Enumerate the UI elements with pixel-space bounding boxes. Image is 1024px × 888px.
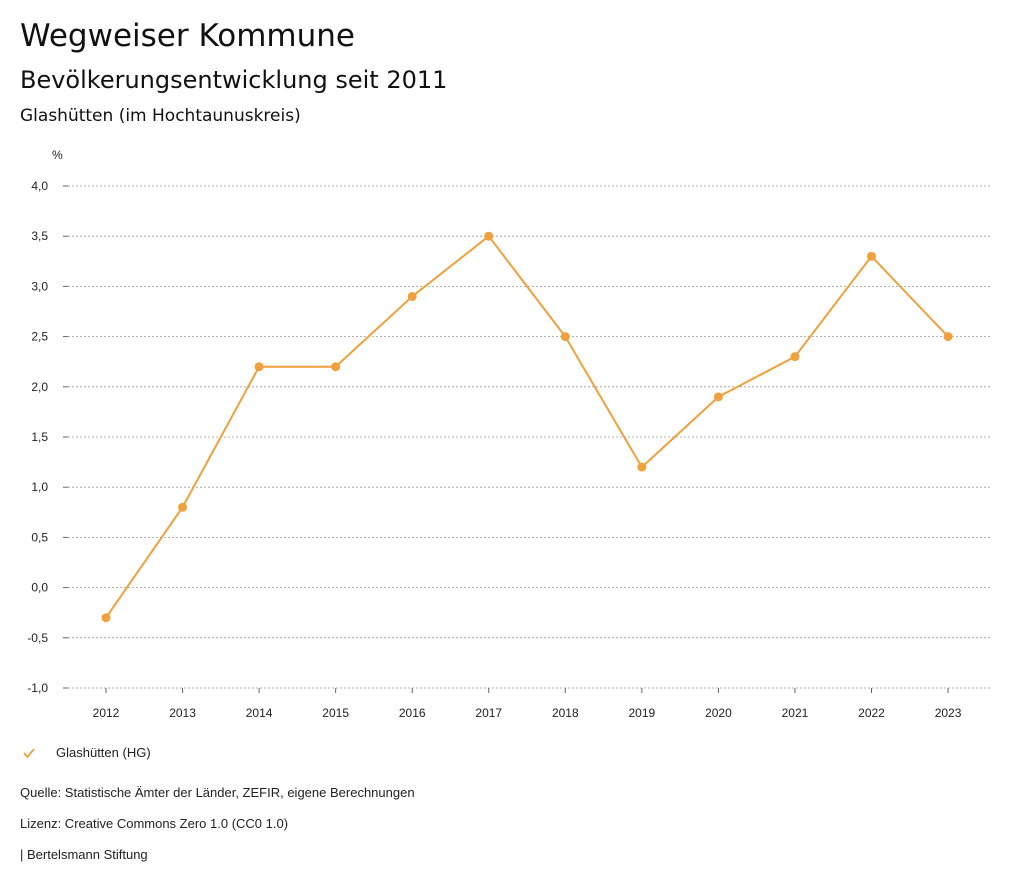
- x-tick-label: 2015: [322, 706, 349, 720]
- data-point: [407, 291, 417, 301]
- y-tick-label: 2,5: [31, 330, 48, 344]
- y-tick-label: 1,0: [31, 480, 48, 494]
- line-chart: % 4,0 3,5 3,0 2,5 2,0 1,5 1,0 0,5 0,0 -0,5 -1,0 2012…: [27, 148, 990, 720]
- x-tick-label: 2016: [399, 706, 426, 720]
- license-note: Lizenz: Creative Commons Zero 1.0 (CC0 1…: [20, 816, 289, 831]
- x-tick-label: 2017: [475, 706, 502, 720]
- data-point: [560, 332, 570, 342]
- legend-label: Glashütten (HG): [56, 745, 151, 760]
- data-point: [943, 332, 953, 342]
- source-note: Quelle: Statistische Ämter der Länder, Z…: [20, 785, 415, 800]
- legend[interactable]: Glashütten (HG): [22, 743, 151, 763]
- x-tick-label: 2020: [705, 706, 732, 720]
- x-tick-label: 2019: [628, 706, 655, 720]
- y-tick-label: 2,0: [31, 380, 48, 394]
- data-point: [713, 392, 723, 402]
- y-tick-label: 3,5: [31, 229, 48, 243]
- data-point: [101, 613, 111, 623]
- y-axis-unit-label: %: [52, 148, 63, 162]
- x-tick-label: 2018: [552, 706, 579, 720]
- y-tick-label: 1,5: [31, 430, 48, 444]
- x-tick-label: 2013: [169, 706, 196, 720]
- y-tick-label: 4,0: [31, 179, 48, 193]
- series-line: [105, 235, 949, 619]
- y-tick-label: 0,5: [31, 530, 48, 544]
- x-tick-label: 2022: [858, 706, 885, 720]
- y-tick-label: 0,0: [31, 581, 48, 595]
- data-point: [331, 362, 341, 372]
- legend-check-icon: [23, 748, 35, 759]
- y-tick-label: -0,5: [27, 631, 48, 645]
- region-label: Glashütten (im Hochtaunuskreis): [20, 106, 301, 126]
- chart-subtitle: Bevölkerungsentwicklung seit 2011: [20, 66, 448, 94]
- y-tick-label: -1,0: [27, 681, 48, 695]
- data-point: [637, 462, 647, 472]
- data-point: [790, 352, 800, 362]
- y-tick-label: 3,0: [31, 279, 48, 293]
- x-tick-label: 2021: [782, 706, 809, 720]
- x-tick-label: 2014: [246, 706, 273, 720]
- x-tick-label: 2023: [935, 706, 962, 720]
- page-title: Wegweiser Kommune: [20, 18, 355, 54]
- data-point: [484, 231, 494, 241]
- data-point: [867, 251, 876, 261]
- data-point: [254, 362, 264, 372]
- data-point: [178, 502, 188, 512]
- x-tick-label: 2012: [93, 706, 120, 720]
- publisher-note: | Bertelsmann Stiftung: [20, 847, 148, 862]
